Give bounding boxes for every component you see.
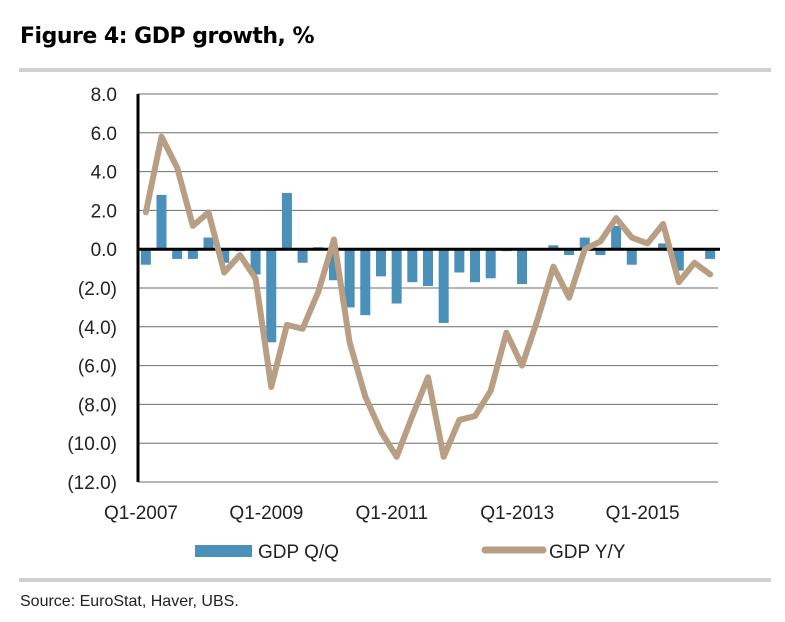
bar-gdp-qq: [140, 249, 151, 265]
bar-gdp-qq: [328, 249, 339, 281]
legend: GDP Q/Q GDP Y/Y: [195, 542, 626, 563]
bar-gdp-qq: [454, 249, 465, 273]
x-tick-label: Q1-2015: [606, 503, 680, 524]
bar-gdp-qq: [391, 249, 402, 304]
bar-gdp-qq: [626, 249, 637, 265]
y-tick-label: (4.0): [78, 318, 117, 339]
bar-gdp-qq: [705, 249, 716, 259]
bar-gdp-qq: [375, 249, 386, 277]
bar-gdp-qq: [564, 249, 575, 256]
legend-label-gdp-qq: GDP Q/Q: [258, 542, 339, 563]
bar-gdp-qq: [219, 249, 230, 263]
y-tick-labels: 8.0 6.0 4.0 2.0 0.0 (2.0) (4.0) (6.0) (8.0) (10.0…: [67, 85, 117, 494]
x-tick-label: Q1-2007: [104, 503, 178, 524]
y-tick-label: 8.0: [91, 85, 117, 106]
bar-gdp-qq: [266, 249, 277, 343]
y-tick-label: (8.0): [78, 395, 117, 416]
source-note: Source: EuroStat, Haver, UBS.: [20, 593, 239, 610]
bar-gdp-qq: [673, 249, 684, 271]
bar-gdp-qq: [438, 249, 449, 323]
bottom-divider: [19, 578, 771, 582]
bar-gdp-qq: [423, 249, 433, 287]
y-tick-label: (6.0): [78, 357, 117, 378]
bar-gdp-qq: [250, 249, 261, 275]
bars-gdp-qq: [140, 192, 716, 343]
bar-gdp-qq: [156, 194, 167, 250]
bar-gdp-qq: [658, 243, 669, 250]
y-tick-label: (10.0): [67, 434, 117, 455]
bar-gdp-qq: [579, 237, 590, 250]
bar-gdp-qq: [187, 249, 198, 259]
line-gdp-yy: [142, 133, 714, 460]
axes: [136, 94, 720, 482]
y-tick-label: 6.0: [91, 124, 117, 145]
bar-gdp-qq: [297, 249, 308, 263]
bar-gdp-qq: [344, 249, 355, 308]
bar-gdp-qq: [517, 249, 528, 285]
legend-swatch-gdp-qq: [195, 545, 252, 557]
y-tick-label: (2.0): [78, 279, 117, 300]
x-tick-label: Q1-2011: [356, 503, 429, 524]
bar-gdp-qq: [485, 249, 496, 279]
bar-gdp-qq: [407, 249, 418, 283]
y-tick-label: 0.0: [91, 240, 117, 261]
x-tick-labels: Q1-2007 Q1-2009 Q1-2011 Q1-2013 Q1-2015: [104, 503, 680, 524]
figure-title: Figure 4: GDP growth, %: [20, 24, 315, 49]
bar-gdp-qq: [595, 249, 606, 256]
x-tick-label: Q1-2013: [480, 503, 554, 524]
gridlines: [138, 93, 718, 483]
bar-gdp-qq: [281, 192, 292, 250]
y-tick-label: 4.0: [91, 163, 117, 184]
bar-gdp-qq: [203, 237, 214, 250]
line-gdp-yy: [142, 133, 714, 460]
bar-gdp-qq: [470, 249, 481, 283]
bar-gdp-qq: [360, 249, 371, 316]
top-divider: [19, 68, 771, 72]
x-tick-label: Q1-2009: [229, 503, 303, 524]
y-tick-label: (12.0): [67, 473, 117, 494]
bar-gdp-qq: [548, 245, 559, 250]
bar-gdp-qq: [172, 249, 183, 259]
bar-gdp-qq: [611, 225, 622, 250]
legend-label-gdp-yy: GDP Y/Y: [549, 542, 626, 563]
y-tick-label: 2.0: [91, 201, 117, 222]
